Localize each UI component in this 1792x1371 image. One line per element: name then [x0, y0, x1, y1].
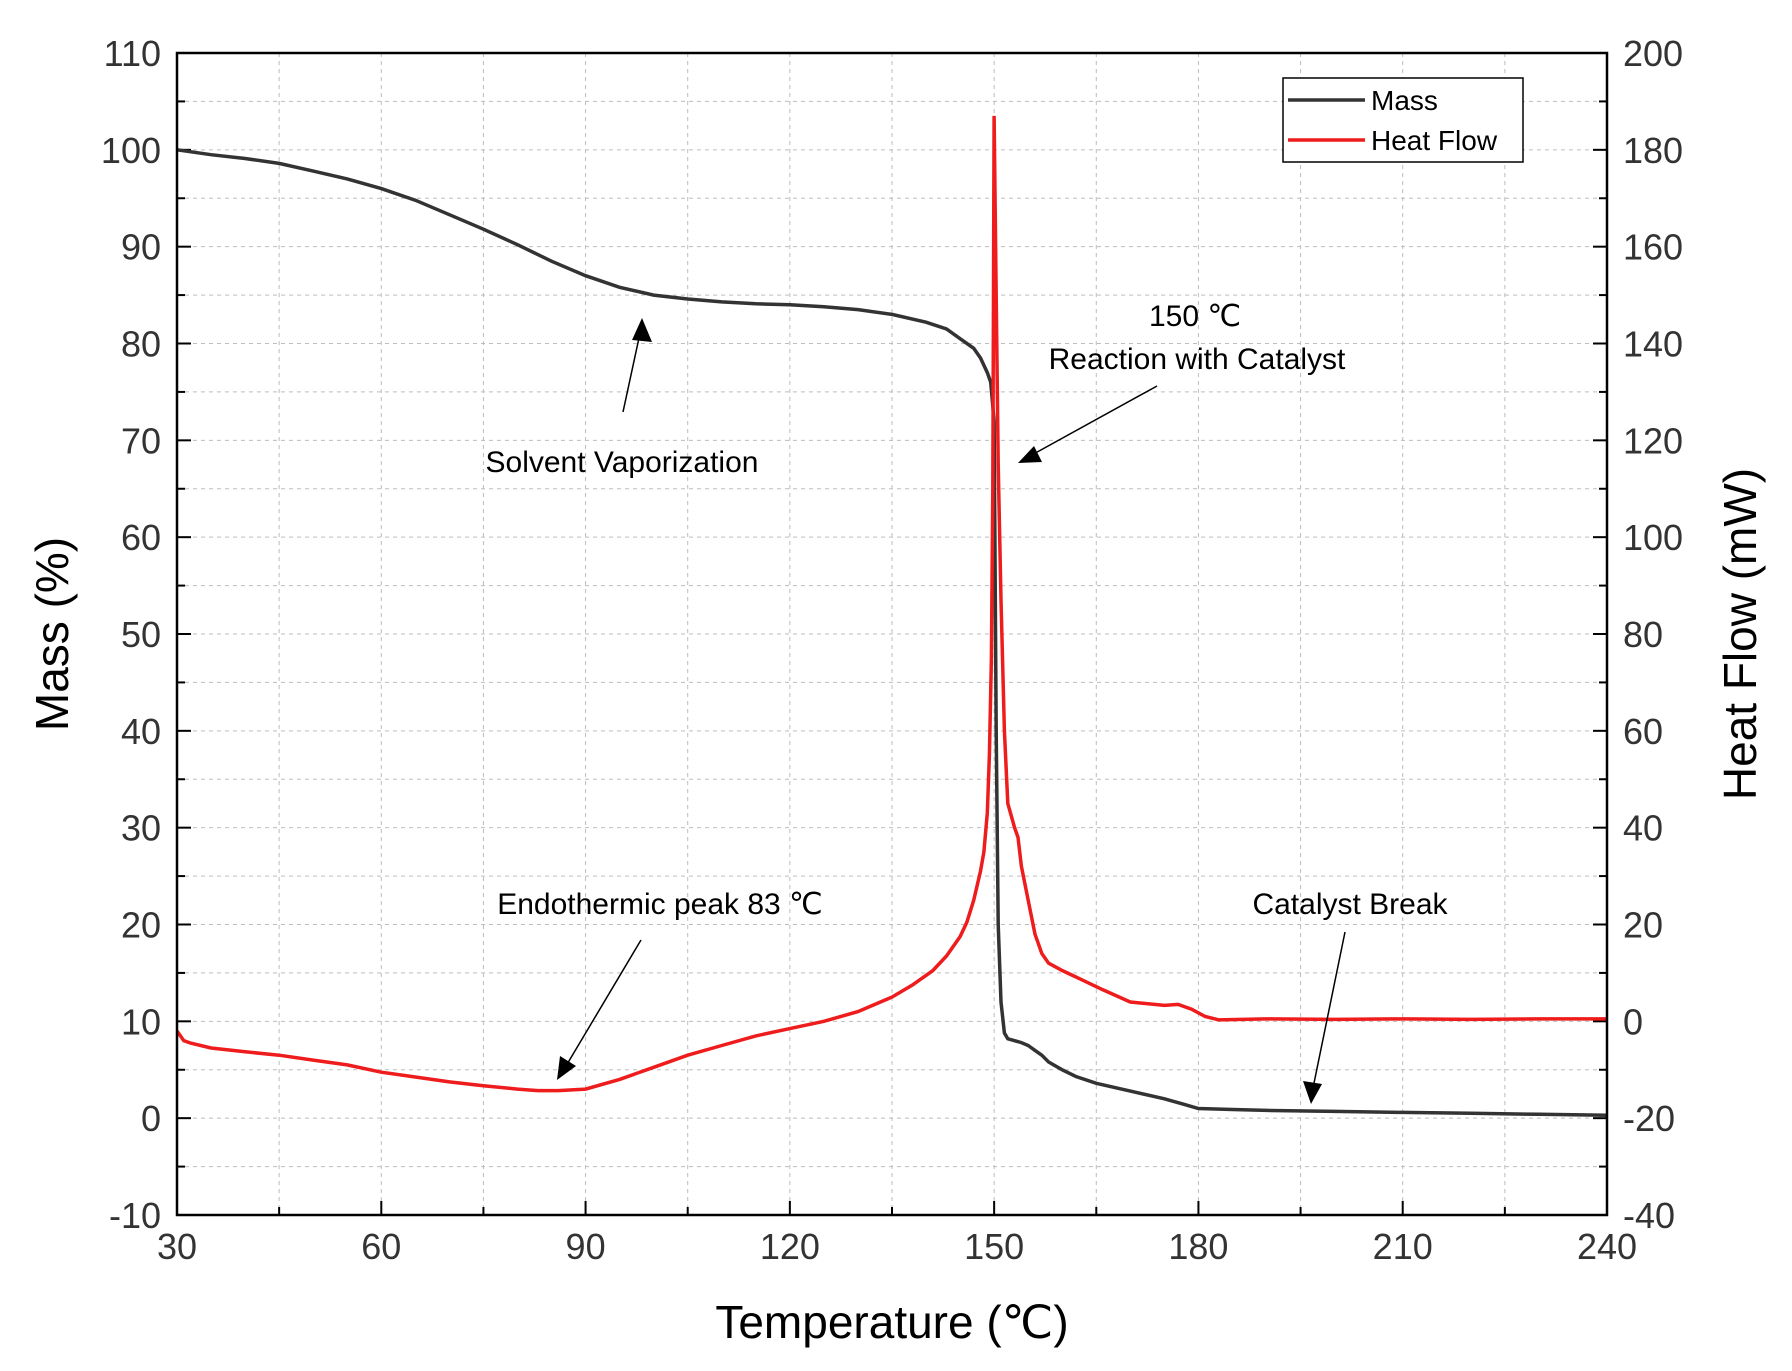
right-tick-label: 120 [1623, 420, 1683, 461]
x-tick-label: 30 [157, 1226, 197, 1267]
right-axis-title: Heat Flow (mW) [1714, 468, 1766, 800]
left-tick-label: -10 [109, 1195, 161, 1236]
arrow-endothermic-peak [565, 939, 642, 1067]
legend: Mass Heat Flow [1282, 77, 1524, 163]
left-axis-title: Mass (%) [26, 537, 78, 731]
legend-label-heat-flow: Heat Flow [1371, 125, 1498, 156]
annotation-reaction-with-catalyst: Reaction with Catalyst [1049, 343, 1346, 376]
right-tick-label: 0 [1623, 1001, 1643, 1042]
series-layer [175, 115, 1608, 1118]
left-tick-label: 110 [104, 33, 161, 74]
x-axis-title: Temperature (℃) [715, 1296, 1068, 1348]
arrow-reaction-with-catalyst [1029, 385, 1158, 457]
legend-label-mass: Mass [1371, 85, 1438, 116]
right-tick-label: 180 [1623, 130, 1683, 171]
mass-series-line [176, 148, 1608, 1118]
right-tick-label: 20 [1623, 905, 1663, 946]
x-tick-label: 180 [1168, 1226, 1228, 1267]
annotation-solvent-vaporization: Solvent Vaporization [486, 446, 759, 479]
left-tick-label: 60 [121, 517, 161, 558]
right-tick-label: 140 [1623, 324, 1683, 365]
left-tick-label: 10 [121, 1001, 161, 1042]
arrowhead-catalyst-break [1303, 1081, 1322, 1104]
x-tick-label: 90 [566, 1226, 606, 1267]
left-tick-label: 40 [121, 711, 161, 752]
right-tick-label: 80 [1623, 614, 1663, 655]
x-tick-label: 210 [1373, 1226, 1433, 1267]
x-tick-label: 150 [964, 1226, 1024, 1267]
x-tick-label: 240 [1577, 1226, 1637, 1267]
heat-flow-series-line [175, 115, 1607, 1093]
right-tick-label: 100 [1623, 517, 1683, 558]
annotation-endothermic-peak: Endothermic peak 83 ℃ [497, 888, 823, 921]
annotation-catalyst-break: Catalyst Break [1252, 888, 1448, 921]
left-tick-label: 30 [121, 808, 161, 849]
right-tick-label: -20 [1623, 1098, 1675, 1139]
left-tick-label: 100 [101, 130, 161, 171]
right-tick-label: 200 [1623, 33, 1683, 74]
left-tick-label: 50 [121, 614, 161, 655]
arrowhead-reaction-with-catalyst [1018, 446, 1042, 463]
arrowhead-endothermic-peak [557, 1056, 576, 1080]
grid [177, 53, 1607, 1215]
annotation-150c: 150 ℃ [1149, 300, 1241, 333]
left-tick-label: 80 [121, 324, 161, 365]
right-tick-label: 160 [1623, 227, 1683, 268]
right-tick-label: 60 [1623, 711, 1663, 752]
left-tick-label: 90 [121, 227, 161, 268]
left-tick-label: 0 [141, 1098, 161, 1139]
x-tick-label: 60 [361, 1226, 401, 1267]
right-tick-label: 40 [1623, 808, 1663, 849]
annotations: Solvent Vaporization 150 ℃ Reaction with… [486, 300, 1449, 1104]
arrow-catalyst-break [1312, 931, 1346, 1089]
right-tick-label: -40 [1623, 1195, 1675, 1236]
plot-frame [175, 51, 1609, 1217]
x-axis-tick-labels: 30 60 90 120 150 180 210 240 [157, 1226, 1637, 1267]
arrowhead-solvent-vaporization [632, 318, 652, 342]
legend-box [1282, 77, 1524, 163]
x-tick-label: 120 [760, 1226, 820, 1267]
left-tick-label: 70 [121, 420, 161, 461]
left-tick-label: 20 [121, 905, 161, 946]
